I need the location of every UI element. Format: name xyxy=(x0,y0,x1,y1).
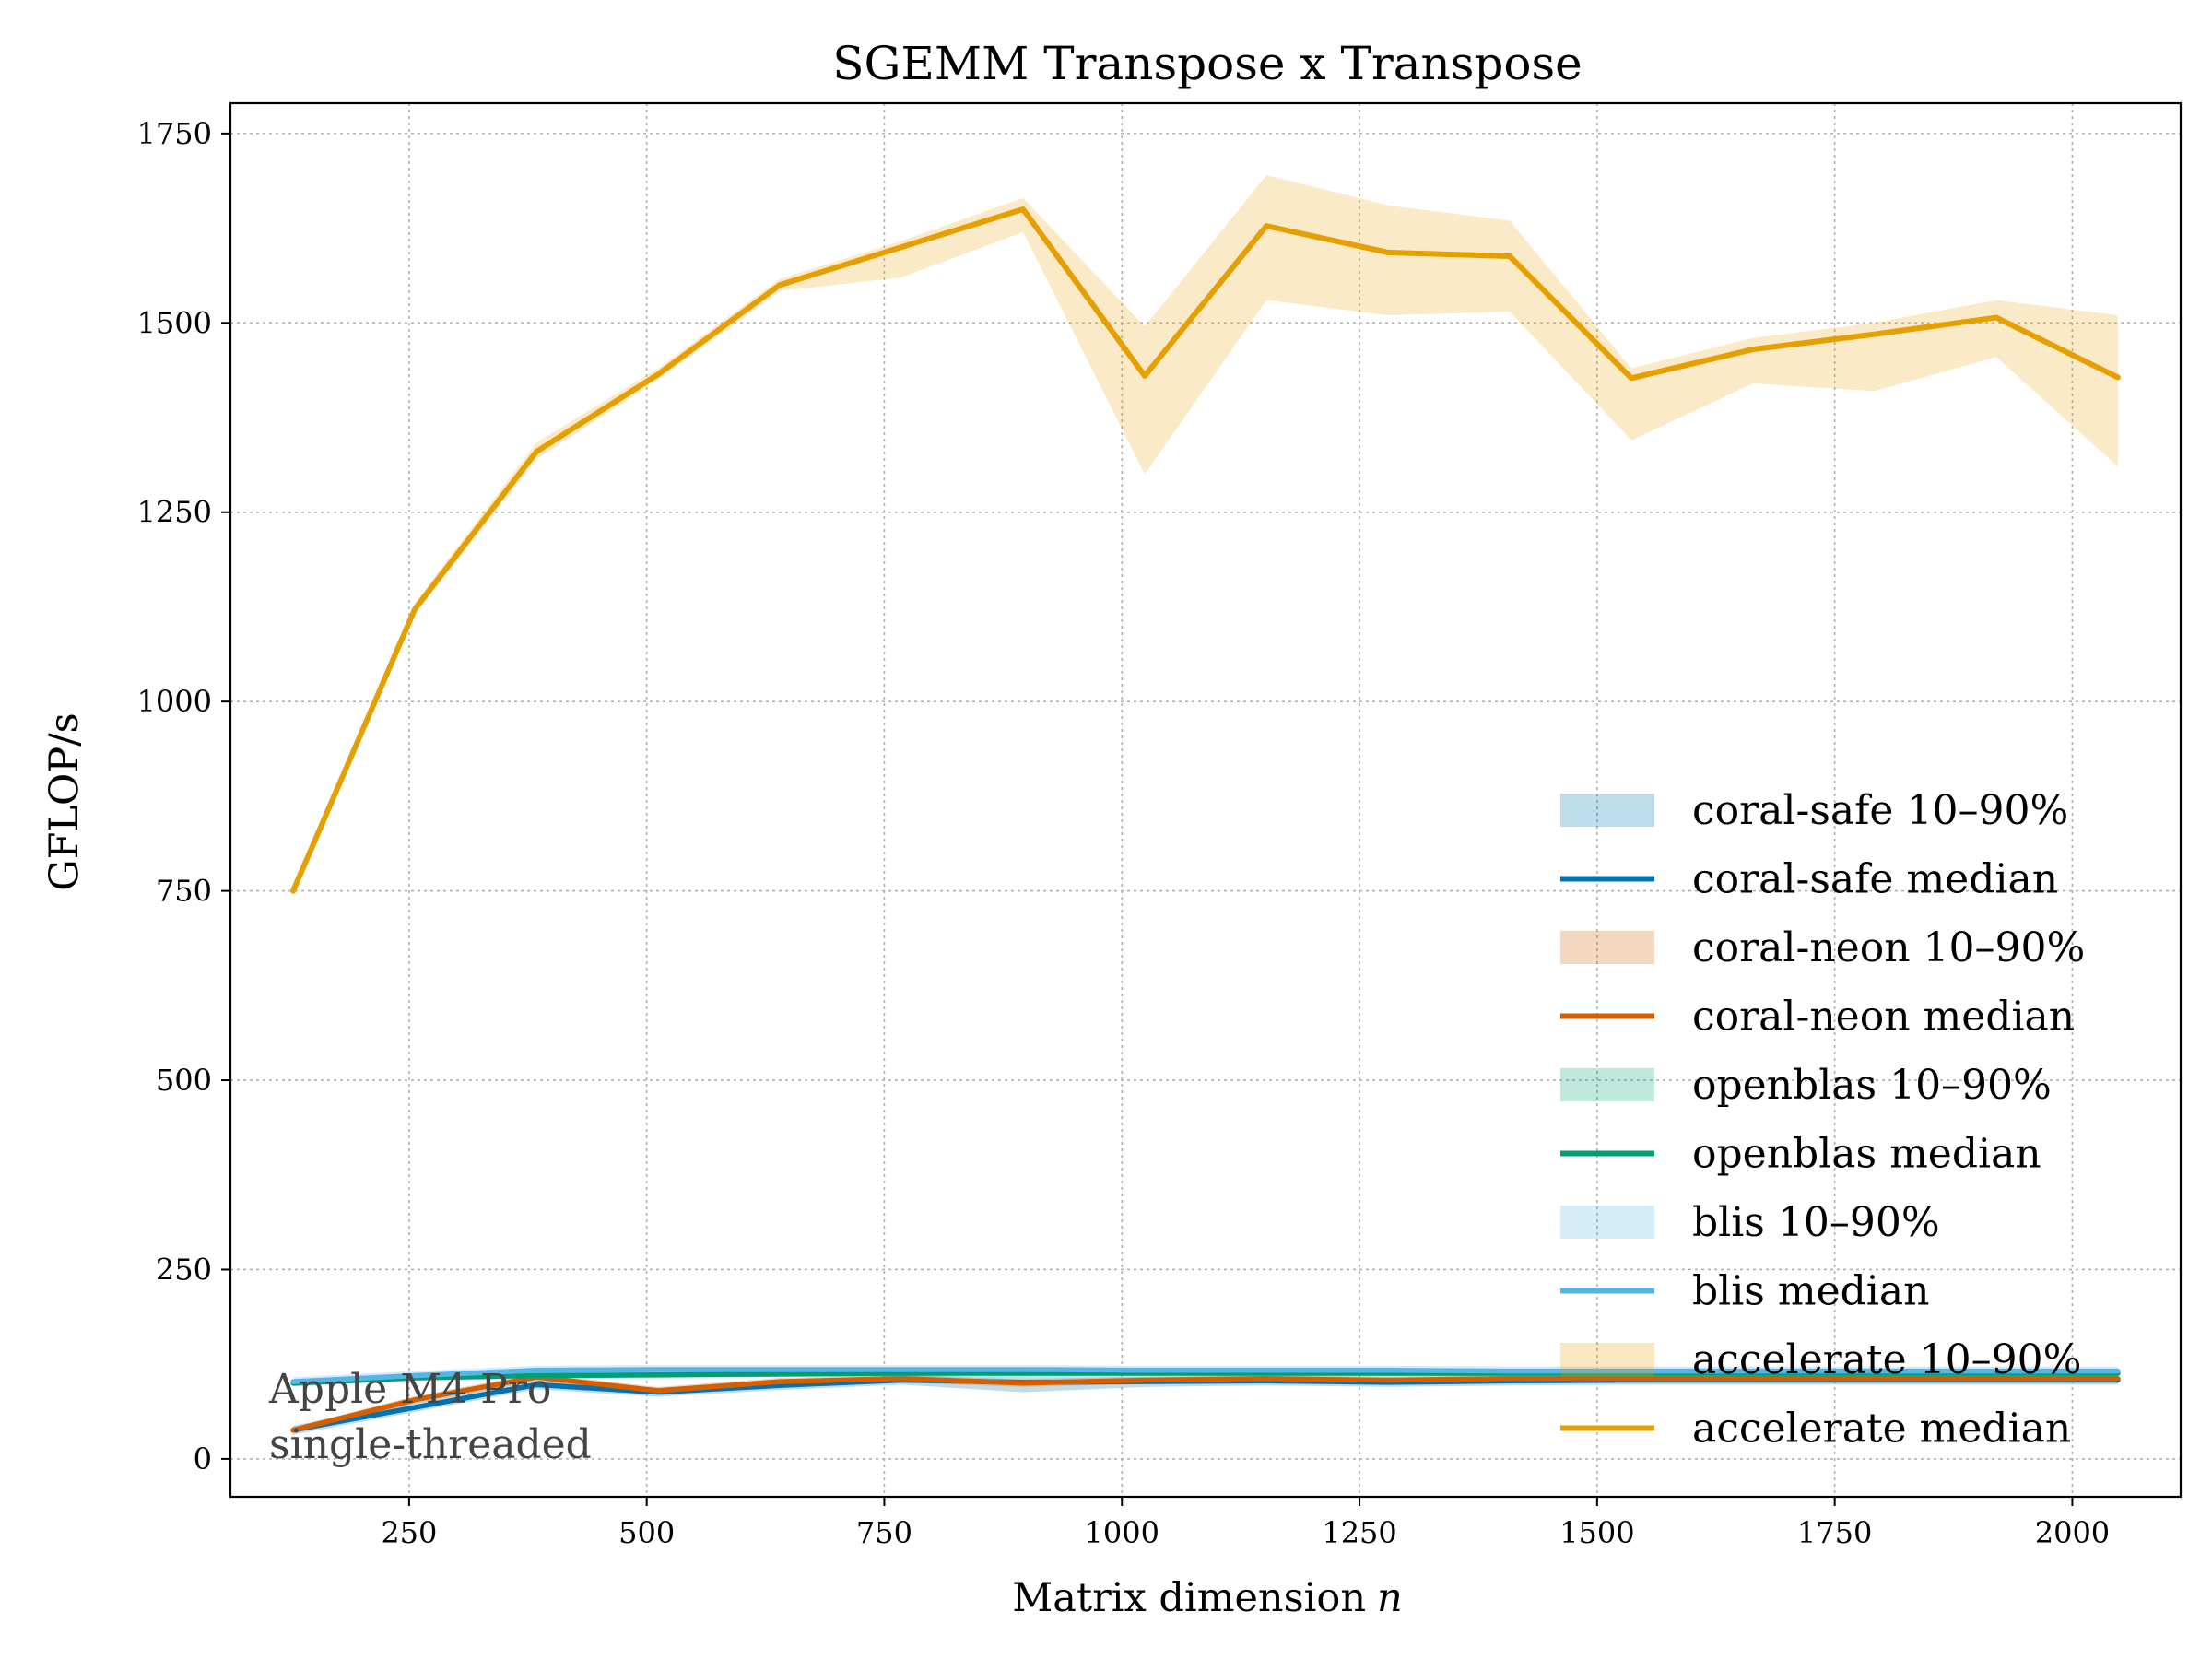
annotation-line-1: Apple M4 Pro xyxy=(268,1366,551,1413)
y-tick-label: 1250 xyxy=(137,495,212,530)
coral_safe-legend-median-label: coral-safe median xyxy=(1692,856,2058,903)
grid-layer xyxy=(230,103,2181,1497)
x-tick-label: 500 xyxy=(618,1515,675,1550)
y-tick-label: 1500 xyxy=(137,305,212,340)
line-layer xyxy=(290,206,2121,1433)
x-tick-label: 1750 xyxy=(1797,1515,1872,1550)
annotation-line-2: single-threaded xyxy=(269,1421,592,1468)
x-tick-label: 1500 xyxy=(1559,1515,1634,1550)
x-tick-label: 2000 xyxy=(2035,1515,2110,1550)
y-tick-label: 750 xyxy=(156,874,212,909)
openblas-legend-band-swatch xyxy=(1560,1068,1654,1101)
x-tick-label: 250 xyxy=(381,1515,437,1550)
y-tick-label: 500 xyxy=(156,1063,212,1098)
x-tick-label: 1000 xyxy=(1085,1515,1159,1550)
accelerate-legend-median-label: accelerate median xyxy=(1692,1406,2071,1453)
coral_neon-legend-band-swatch xyxy=(1560,931,1654,964)
blis-median-line xyxy=(290,1367,2121,1384)
accelerate-median-line xyxy=(290,206,2121,894)
blis-legend-band-swatch xyxy=(1560,1206,1654,1239)
coral_neon-legend-median-label: coral-neon median xyxy=(1692,994,2075,1041)
y-tick-label: 1000 xyxy=(137,684,212,719)
accelerate-legend-band-swatch xyxy=(1560,1343,1654,1376)
accelerate-percentile-band xyxy=(293,175,2118,895)
openblas-legend-median-label: openblas median xyxy=(1692,1131,2041,1178)
accelerate-legend-band-label: accelerate 10–90% xyxy=(1692,1336,2081,1383)
chart-title: SGEMM Transpose x Transpose xyxy=(832,37,1583,90)
x-axis-label-variable: n xyxy=(1377,1575,1403,1621)
openblas-legend-band-label: openblas 10–90% xyxy=(1692,1062,2052,1109)
x-tick-label: 1250 xyxy=(1322,1515,1396,1550)
legend: coral-safe 10–90% coral-safe median coral-… xyxy=(1560,787,2085,1453)
coral_safe-legend-band-swatch xyxy=(1560,794,1654,827)
x-axis-label: Matrix dimension n xyxy=(1012,1575,1402,1621)
x-axis-label-text: Matrix dimension xyxy=(1012,1575,1366,1621)
coral_neon-median-line xyxy=(290,1374,2121,1433)
x-tick-label: 750 xyxy=(856,1515,912,1550)
blis-legend-median-label: blis median xyxy=(1692,1268,1929,1315)
coral_safe-percentile-band xyxy=(293,1375,2118,1435)
blis-legend-band-label: blis 10–90% xyxy=(1692,1199,1940,1246)
y-tick-label: 250 xyxy=(156,1252,212,1287)
y-axis-label: GFLOP/s xyxy=(41,712,88,890)
y-tick-label: 0 xyxy=(194,1441,212,1477)
y-tick-label: 1750 xyxy=(137,116,212,151)
hardware-annotation: Apple M4 Pro single-threaded xyxy=(268,1366,592,1468)
tick-layer: 250 500 750 1000 1250 1500 1750 2000 0 250 500 750 1… xyxy=(137,116,2111,1550)
plot-frame xyxy=(229,101,2183,1499)
coral_safe-legend-band-label: coral-safe 10–90% xyxy=(1692,787,2068,834)
coral_neon-legend-band-label: coral-neon 10–90% xyxy=(1692,924,2085,971)
